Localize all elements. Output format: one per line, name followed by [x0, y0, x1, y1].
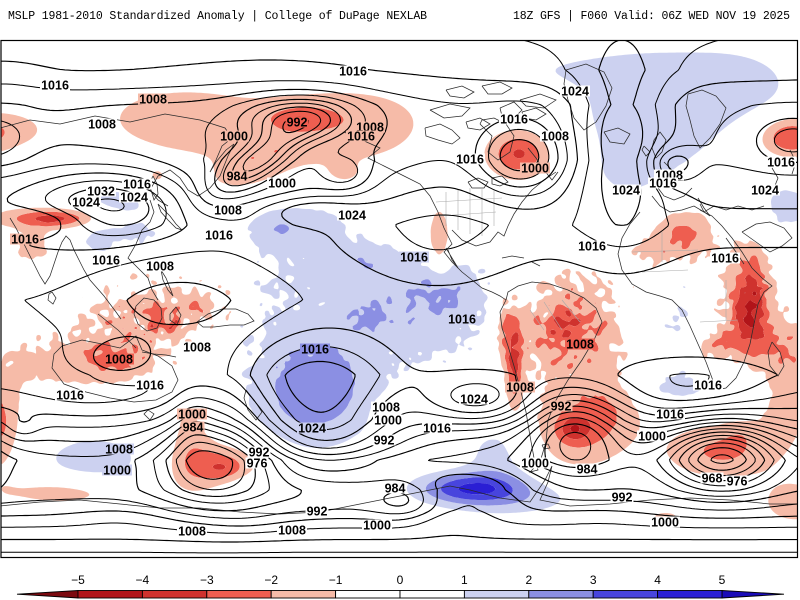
svg-text:1016: 1016: [347, 130, 375, 144]
svg-text:−2: −2: [264, 573, 278, 587]
svg-text:−5: −5: [71, 573, 85, 587]
svg-text:1008: 1008: [214, 204, 242, 218]
svg-text:1016: 1016: [301, 343, 329, 357]
svg-text:1008: 1008: [139, 93, 167, 107]
svg-text:1016: 1016: [767, 156, 795, 170]
svg-text:1024: 1024: [338, 209, 366, 223]
svg-text:1008: 1008: [541, 130, 569, 144]
svg-text:1000: 1000: [103, 464, 131, 478]
svg-text:4: 4: [654, 573, 661, 587]
svg-text:1016: 1016: [123, 178, 151, 192]
svg-text:1008: 1008: [146, 260, 174, 274]
svg-text:0: 0: [397, 573, 404, 587]
svg-text:1000: 1000: [178, 408, 206, 422]
svg-text:1016: 1016: [456, 153, 484, 167]
svg-text:1016: 1016: [136, 379, 164, 393]
svg-text:1000: 1000: [268, 177, 296, 191]
svg-text:1008: 1008: [372, 401, 400, 415]
svg-text:1008: 1008: [566, 338, 594, 352]
svg-text:1016: 1016: [56, 389, 84, 403]
svg-text:1016: 1016: [205, 229, 233, 243]
svg-text:1024: 1024: [72, 196, 100, 210]
svg-text:1000: 1000: [374, 414, 402, 428]
svg-text:MSLP 1981-2010 Standardized An: MSLP 1981-2010 Standardized Anomaly | Co…: [8, 10, 427, 23]
svg-text:1000: 1000: [638, 430, 666, 444]
svg-text:992: 992: [551, 400, 572, 414]
svg-text:1008: 1008: [105, 353, 133, 367]
svg-text:−3: −3: [200, 573, 214, 587]
svg-text:1000: 1000: [651, 516, 679, 530]
svg-text:1008: 1008: [183, 341, 211, 355]
svg-text:992: 992: [307, 505, 328, 519]
svg-text:1016: 1016: [649, 177, 677, 191]
svg-text:1008: 1008: [278, 524, 306, 538]
svg-text:1016: 1016: [423, 422, 451, 436]
svg-text:3: 3: [590, 573, 597, 587]
svg-text:1024: 1024: [561, 85, 589, 99]
svg-text:1000: 1000: [220, 130, 248, 144]
svg-text:976: 976: [727, 475, 748, 489]
svg-text:1008: 1008: [506, 381, 534, 395]
svg-text:1008: 1008: [105, 443, 133, 457]
svg-text:1024: 1024: [460, 393, 488, 407]
svg-text:1000: 1000: [521, 457, 549, 471]
svg-text:1016: 1016: [41, 79, 69, 93]
svg-text:1016: 1016: [656, 408, 684, 422]
svg-text:1016: 1016: [448, 313, 476, 327]
svg-text:5: 5: [719, 573, 726, 587]
svg-text:1000: 1000: [521, 162, 549, 176]
svg-text:1008: 1008: [88, 118, 116, 132]
svg-text:1024: 1024: [120, 191, 148, 205]
svg-text:984: 984: [183, 421, 204, 435]
svg-text:984: 984: [227, 170, 248, 184]
svg-text:1016: 1016: [339, 65, 367, 79]
svg-text:2: 2: [525, 573, 532, 587]
svg-text:1016: 1016: [92, 254, 120, 268]
svg-text:984: 984: [385, 482, 406, 496]
svg-text:1016: 1016: [400, 251, 428, 265]
svg-text:18Z GFS | F060 Valid: 06Z WED: 18Z GFS | F060 Valid: 06Z WED NOV 19 202…: [513, 10, 790, 23]
svg-text:1016: 1016: [11, 233, 39, 247]
svg-text:992: 992: [287, 116, 308, 130]
svg-text:984: 984: [577, 463, 598, 477]
svg-text:1008: 1008: [178, 525, 206, 539]
svg-text:1024: 1024: [751, 184, 779, 198]
svg-text:992: 992: [374, 434, 395, 448]
svg-text:1024: 1024: [298, 422, 326, 436]
svg-text:1000: 1000: [363, 519, 391, 533]
svg-text:976: 976: [247, 457, 268, 471]
svg-text:−1: −1: [329, 573, 343, 587]
svg-text:1: 1: [461, 573, 468, 587]
svg-text:992: 992: [612, 491, 633, 505]
svg-text:968: 968: [702, 472, 723, 486]
svg-text:−4: −4: [136, 573, 150, 587]
svg-text:1016: 1016: [694, 379, 722, 393]
svg-text:1024: 1024: [612, 184, 640, 198]
svg-text:1016: 1016: [500, 113, 528, 127]
svg-text:1016: 1016: [711, 252, 739, 266]
svg-text:992: 992: [249, 446, 270, 460]
svg-text:1016: 1016: [578, 240, 606, 254]
svg-text:1032: 1032: [87, 185, 115, 199]
